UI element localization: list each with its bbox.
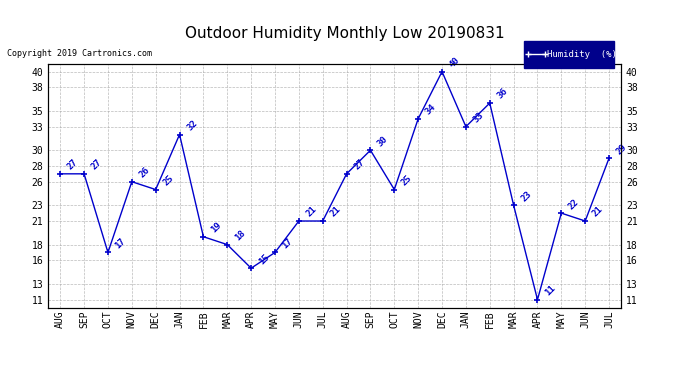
Text: 19: 19 xyxy=(209,220,223,235)
Text: 27: 27 xyxy=(90,158,104,172)
Text: 36: 36 xyxy=(495,87,509,101)
Text: 27: 27 xyxy=(66,158,80,172)
Text: 21: 21 xyxy=(328,205,342,219)
Text: 18: 18 xyxy=(233,228,247,242)
Text: 21: 21 xyxy=(591,205,604,219)
Text: 17: 17 xyxy=(114,236,128,250)
Text: 26: 26 xyxy=(137,165,151,180)
Text: 25: 25 xyxy=(400,173,414,188)
Text: 29: 29 xyxy=(615,142,629,156)
Text: 21: 21 xyxy=(304,205,318,219)
Text: 25: 25 xyxy=(161,173,175,188)
Text: 40: 40 xyxy=(448,56,462,69)
Text: Outdoor Humidity Monthly Low 20190831: Outdoor Humidity Monthly Low 20190831 xyxy=(185,26,505,41)
Text: 22: 22 xyxy=(567,197,581,211)
Text: 15: 15 xyxy=(257,252,270,266)
Text: 33: 33 xyxy=(471,111,485,125)
Text: 30: 30 xyxy=(376,134,390,148)
Text: 17: 17 xyxy=(281,236,295,250)
Text: 27: 27 xyxy=(352,158,366,172)
Text: 32: 32 xyxy=(185,118,199,132)
Text: Copyright 2019 Cartronics.com: Copyright 2019 Cartronics.com xyxy=(7,49,152,58)
Text: 23: 23 xyxy=(519,189,533,203)
Text: 34: 34 xyxy=(424,103,437,117)
Text: 11: 11 xyxy=(543,284,557,297)
Text: Humidity  (%): Humidity (%) xyxy=(547,50,617,59)
